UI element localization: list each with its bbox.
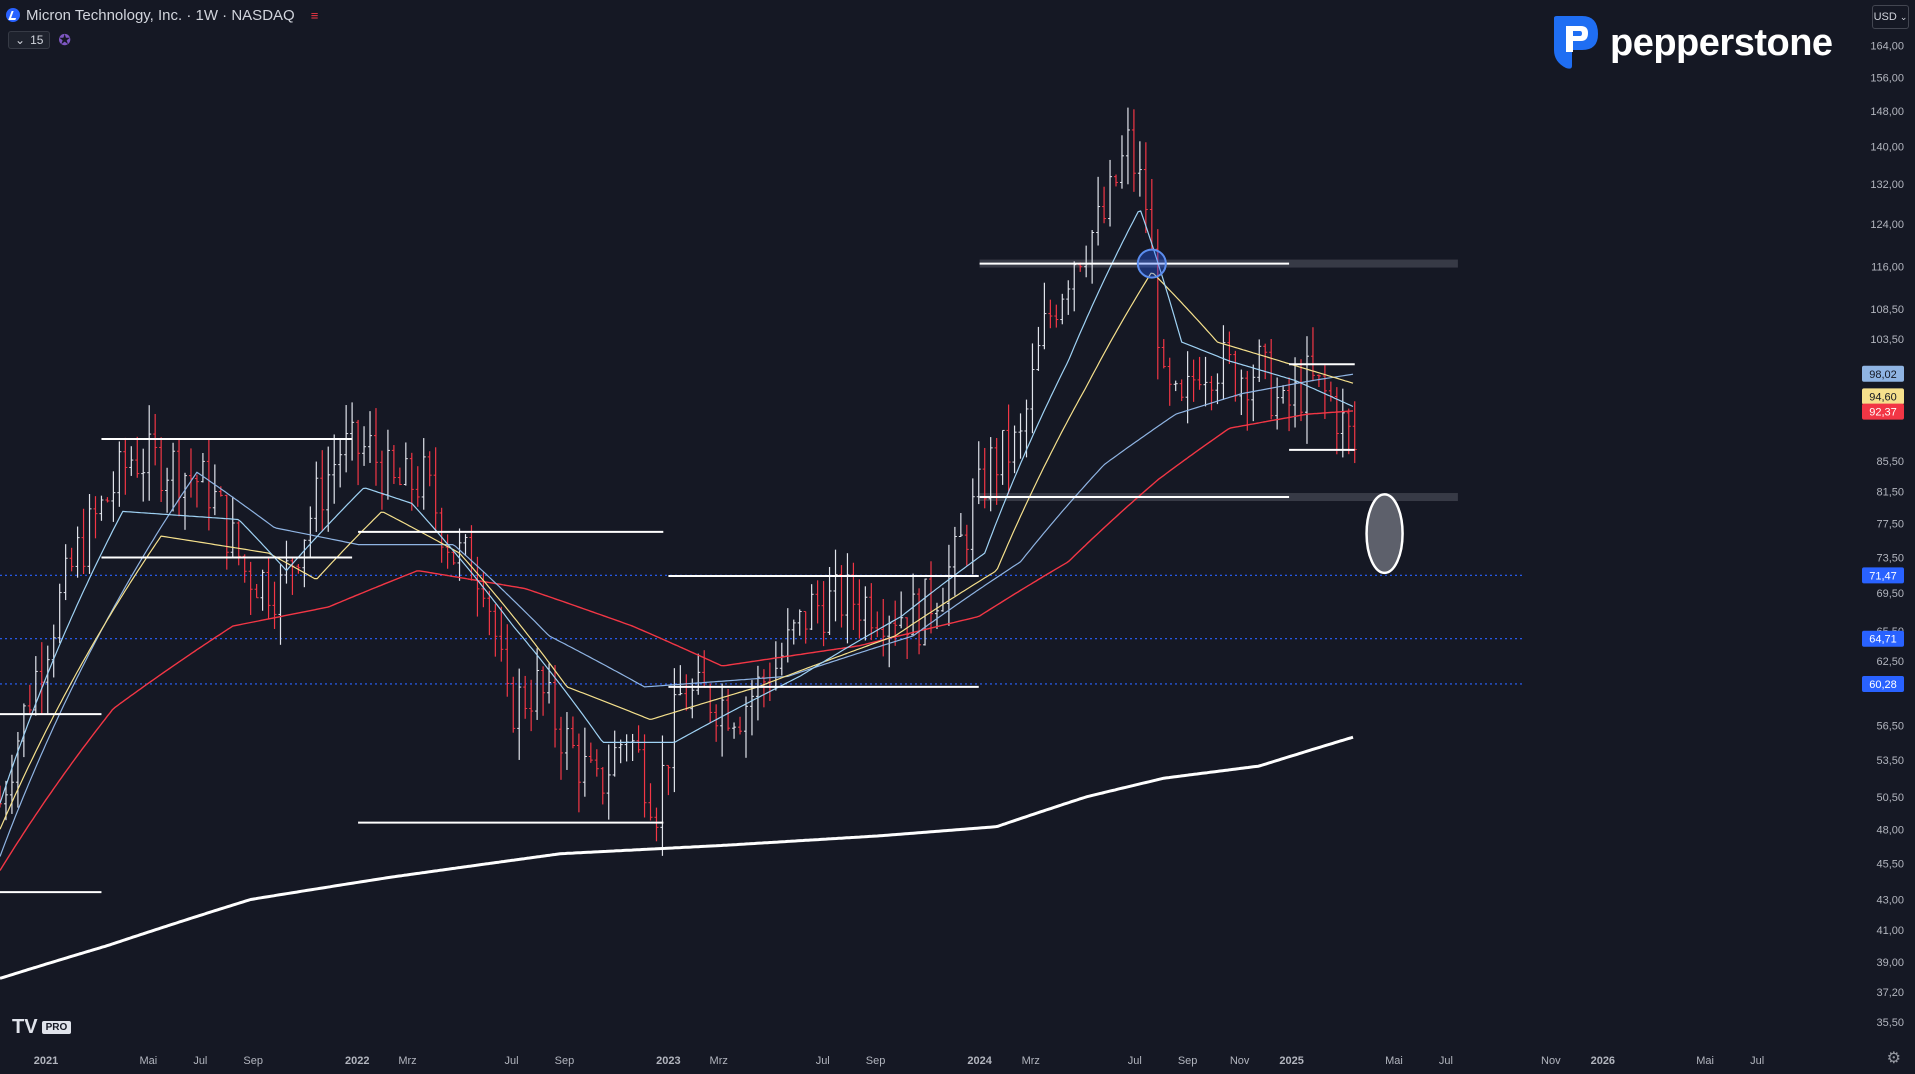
price-label-box bbox=[1862, 675, 1904, 692]
x-tick-label: Mai bbox=[1385, 1055, 1403, 1067]
indicator-count: 15 bbox=[30, 33, 44, 47]
y-tick-label: 53,50 bbox=[1876, 755, 1904, 767]
price-label-box bbox=[1862, 388, 1904, 405]
x-tick-label: Sep bbox=[866, 1055, 886, 1067]
y-tick-label: 45,50 bbox=[1876, 858, 1904, 870]
y-tick-label: 43,00 bbox=[1876, 894, 1904, 906]
y-tick-label: 35,50 bbox=[1876, 1017, 1904, 1029]
x-tick-label: Sep bbox=[1178, 1055, 1198, 1067]
y-tick-label: 132,00 bbox=[1870, 179, 1904, 191]
symbol-title[interactable]: Micron Technology, Inc. · 1W · NASDAQ bbox=[26, 6, 295, 24]
price-label-box bbox=[1862, 630, 1904, 647]
highlight-circle[interactable] bbox=[1136, 248, 1167, 279]
price-label: 92,37 bbox=[1869, 407, 1897, 419]
indicator-bar: ⌄ 15 ✪ bbox=[8, 30, 71, 50]
pepperstone-mark-icon bbox=[1554, 16, 1598, 69]
indicator-toggle[interactable]: ⌄ 15 bbox=[8, 31, 51, 49]
y-tick-label: 48,00 bbox=[1876, 824, 1904, 836]
x-tick-label: Mai bbox=[1696, 1055, 1714, 1067]
y-tick-label: 56,50 bbox=[1876, 720, 1904, 732]
y-tick-label: 69,50 bbox=[1876, 588, 1904, 600]
x-tick-label: Mrz bbox=[710, 1055, 728, 1067]
y-tick-label: 39,00 bbox=[1876, 957, 1904, 969]
y-tick-label: 50,50 bbox=[1876, 792, 1904, 804]
pro-badge: PRO bbox=[41, 1021, 72, 1034]
y-tick-label: 85,50 bbox=[1876, 456, 1904, 468]
chevron-down-icon: ⌄ bbox=[1899, 11, 1908, 22]
y-tick-label: 81,50 bbox=[1876, 487, 1904, 499]
y-tick-label: 41,00 bbox=[1876, 925, 1904, 937]
y-tick-label: 62,50 bbox=[1876, 656, 1904, 668]
y-tick-label: 140,00 bbox=[1870, 141, 1904, 153]
x-tick-label: Jul bbox=[1750, 1055, 1764, 1067]
price-label: 60,28 bbox=[1869, 679, 1897, 691]
ema-mid-line bbox=[0, 272, 1354, 830]
gear-icon[interactable]: ⚙ bbox=[1886, 1050, 1901, 1067]
brand-logo: pepperstone bbox=[1548, 14, 1833, 72]
ema-slow-line bbox=[0, 410, 1354, 871]
chevron-down-icon: ⌄ bbox=[15, 33, 26, 47]
y-tick-label: 156,00 bbox=[1870, 72, 1904, 84]
x-tick-label: 2025 bbox=[1279, 1055, 1303, 1067]
price-label-box bbox=[1862, 403, 1904, 420]
target-ellipse[interactable] bbox=[1365, 493, 1404, 575]
price-label: 64,71 bbox=[1869, 634, 1897, 646]
x-tick-label: Mrz bbox=[398, 1055, 416, 1067]
tradingview-logo[interactable]: TV PRO bbox=[12, 1016, 72, 1039]
x-tick-label: 2022 bbox=[345, 1055, 369, 1067]
tv-logo-text: TV bbox=[12, 1016, 38, 1038]
currency-label: USD bbox=[1873, 11, 1897, 23]
gear-icon[interactable]: ✪ bbox=[58, 32, 71, 49]
x-tick-label: Jul bbox=[193, 1055, 207, 1067]
y-tick-label: 148,00 bbox=[1870, 106, 1904, 118]
y-tick-label: 116,00 bbox=[1871, 261, 1904, 273]
x-tick-label: Mrz bbox=[1022, 1055, 1040, 1067]
x-tick-label: 2026 bbox=[1591, 1055, 1615, 1067]
x-tick-label: Nov bbox=[1541, 1055, 1561, 1067]
brand-name: pepperstone bbox=[1610, 21, 1833, 64]
y-tick-label: 108,50 bbox=[1870, 304, 1904, 316]
x-tick-label: Sep bbox=[555, 1055, 575, 1067]
x-tick-label: Sep bbox=[243, 1055, 263, 1067]
price-label-box bbox=[1862, 365, 1904, 382]
x-tick-label: Jul bbox=[1439, 1055, 1453, 1067]
price-label-box bbox=[1862, 567, 1904, 584]
sma-long-line bbox=[0, 735, 1354, 980]
symbol-header: Micron Technology, Inc. · 1W · NASDAQ ≡ bbox=[6, 4, 318, 26]
price-label: 71,47 bbox=[1869, 570, 1897, 582]
x-tick-label: Jul bbox=[1128, 1055, 1142, 1067]
chart-icon bbox=[6, 8, 20, 22]
price-label: 98,02 bbox=[1869, 369, 1897, 381]
y-tick-label: 37,20 bbox=[1876, 987, 1904, 999]
y-tick-label: 124,00 bbox=[1870, 219, 1904, 231]
hamburger-icon[interactable]: ≡ bbox=[310, 7, 319, 23]
price-label: 94,60 bbox=[1869, 391, 1897, 403]
y-tick-label: 73,50 bbox=[1876, 552, 1904, 564]
x-tick-label: Nov bbox=[1230, 1055, 1250, 1067]
y-tick-label: 103,50 bbox=[1870, 334, 1904, 346]
currency-selector[interactable]: USD ⌄ bbox=[1872, 5, 1909, 29]
blue-ma-line bbox=[0, 373, 1354, 857]
x-tick-label: 2021 bbox=[34, 1055, 58, 1067]
x-tick-label: Mai bbox=[139, 1055, 157, 1067]
y-tick-label: 164,00 bbox=[1870, 40, 1904, 52]
x-tick-label: 2023 bbox=[656, 1055, 680, 1067]
x-tick-label: Jul bbox=[816, 1055, 830, 1067]
x-tick-label: Jul bbox=[505, 1055, 519, 1067]
x-tick-label: 2024 bbox=[967, 1055, 992, 1067]
y-tick-label: 77,50 bbox=[1876, 519, 1904, 531]
ema-fast-line bbox=[0, 210, 1354, 804]
